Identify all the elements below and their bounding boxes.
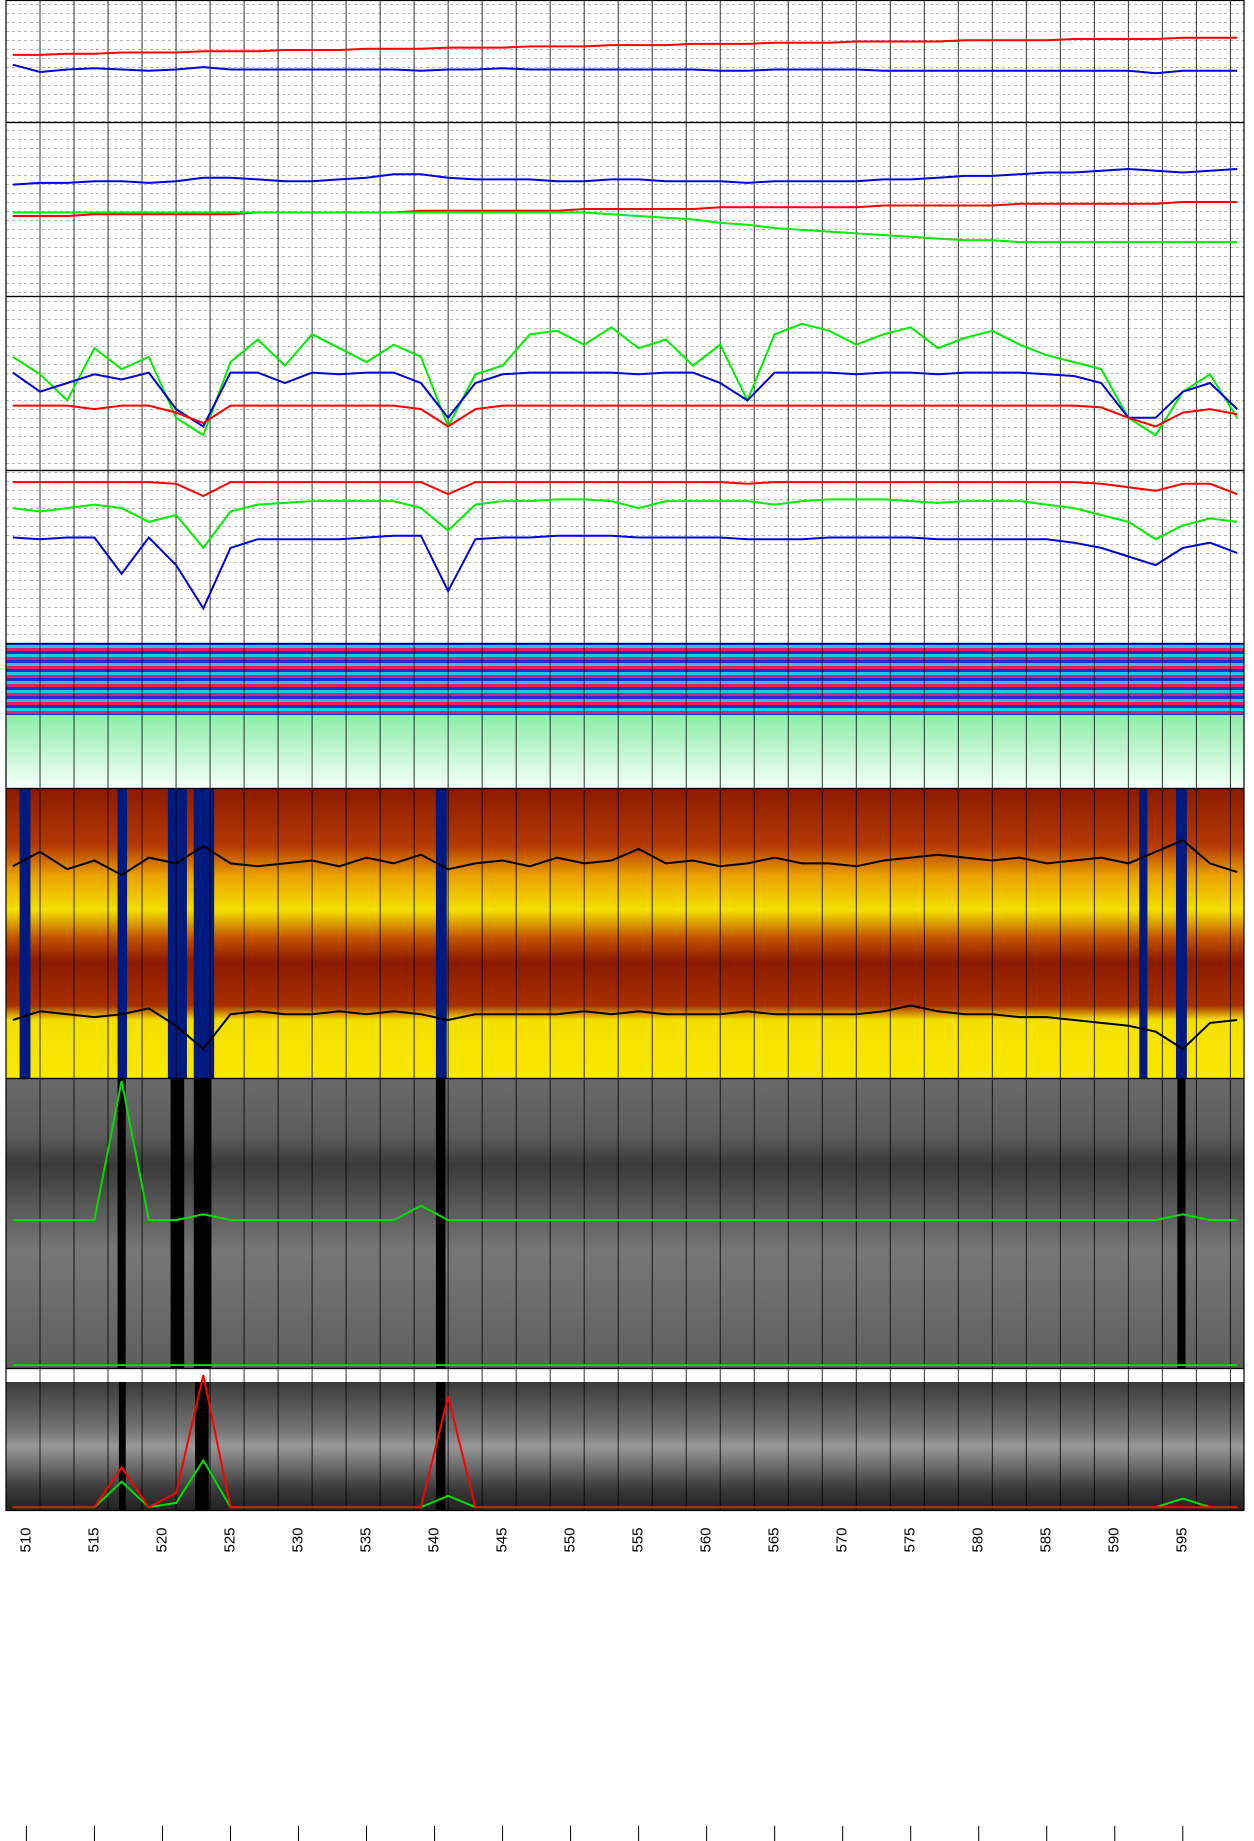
dark-band <box>436 1382 446 1510</box>
dark-band <box>168 788 187 1078</box>
page: {"chart_data": {"type": "line", "x": [50… <box>0 0 1254 1841</box>
dark-band <box>436 1078 446 1368</box>
heatmap-bg <box>6 788 1244 1078</box>
dark-band <box>1139 788 1147 1078</box>
x-tick-label: 550 <box>562 1527 579 1552</box>
dark-band <box>1177 1078 1185 1368</box>
x-tick-label: 555 <box>630 1527 647 1552</box>
x-tick-label: 525 <box>221 1527 238 1552</box>
panel-grid <box>6 296 1244 470</box>
x-tick-label: 515 <box>85 1527 102 1552</box>
x-tick-label: 565 <box>766 1527 783 1552</box>
dark-band <box>436 788 447 1078</box>
heatmap-bg <box>6 1078 1244 1368</box>
spectrum-stripes <box>6 643 1244 715</box>
x-tick-label: 540 <box>426 1527 443 1552</box>
x-tick-label: 580 <box>970 1527 987 1552</box>
x-tick-label: 560 <box>698 1527 715 1552</box>
dark-band <box>171 1078 185 1368</box>
dark-band <box>1176 788 1187 1078</box>
dark-band <box>118 1078 126 1368</box>
heatmap-top <box>6 1368 1244 1382</box>
x-tick-label: 520 <box>153 1527 170 1552</box>
panel-grid <box>6 0 1244 122</box>
x-tick-label: 575 <box>902 1527 919 1552</box>
panel-grid <box>6 470 1244 643</box>
heatmap-bg <box>6 1368 1244 1510</box>
x-tick-label: 585 <box>1038 1527 1055 1552</box>
spectrum-fade <box>6 715 1244 788</box>
x-tick-label: 595 <box>1174 1527 1191 1552</box>
x-tick-label: 545 <box>494 1527 511 1552</box>
x-tick-label: 570 <box>834 1527 851 1552</box>
x-tick-label: 530 <box>289 1527 306 1552</box>
x-tick-label: 510 <box>17 1527 34 1552</box>
dark-band <box>20 788 31 1078</box>
dark-band <box>194 788 214 1078</box>
dark-band <box>119 1382 126 1510</box>
chart: 510 515 520 525 530 535 540 545 550 555 560 565 570 5… <box>0 0 1254 1841</box>
dark-band <box>118 788 128 1078</box>
dark-band <box>194 1078 212 1368</box>
x-tick-label: 535 <box>357 1527 374 1552</box>
x-tick-label: 590 <box>1106 1527 1123 1552</box>
